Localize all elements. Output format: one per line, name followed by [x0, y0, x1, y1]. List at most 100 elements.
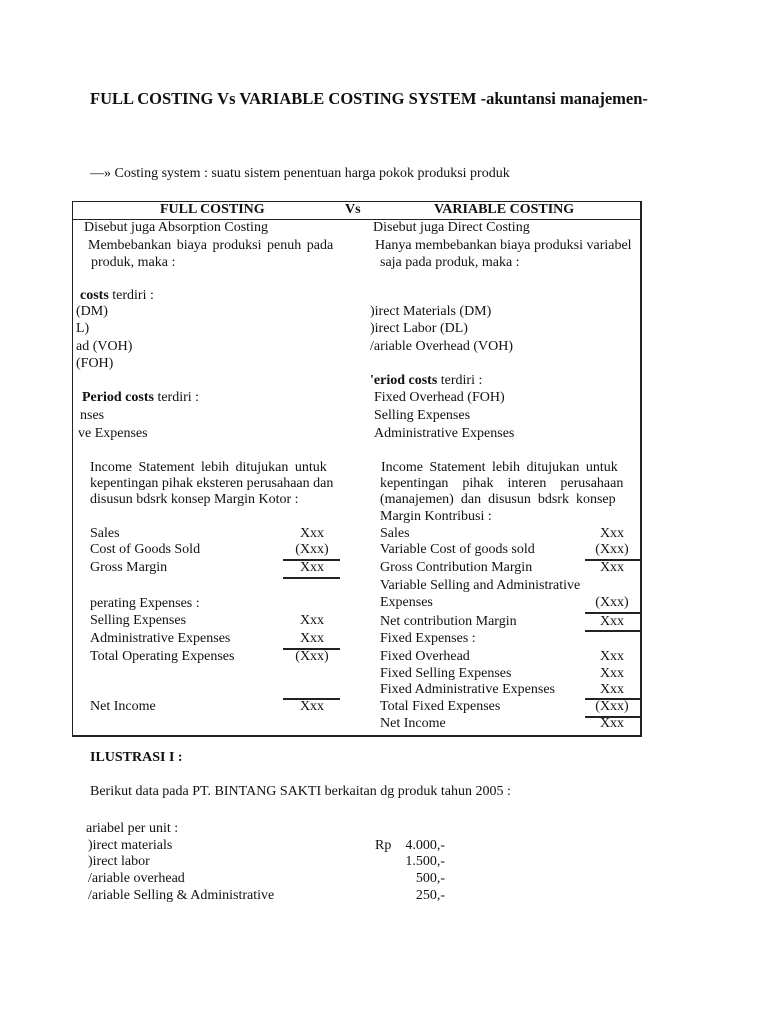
header-variable-costing: VARIABLE COSTING — [434, 202, 575, 217]
illustration-item-label: )irect materials — [88, 838, 173, 853]
left-product-costs: costs terdiri : — [80, 288, 154, 304]
left-period-item: ve Expenses — [78, 426, 148, 441]
right-row-label: Expenses — [380, 595, 433, 610]
right-is-desc: Margin Kontribusi : — [380, 509, 492, 524]
left-row-label: Net Income — [90, 699, 156, 714]
left-row-amount: Xxx — [299, 560, 325, 575]
illustration-intro: Berikut data pada PT. BINTANG SAKTI berk… — [90, 784, 511, 799]
arrow-icon: —» — [90, 166, 111, 181]
right-row-label: Variable Cost of goods sold — [380, 542, 535, 557]
left-desc-2: produk, maka : — [91, 255, 176, 270]
underline — [585, 716, 640, 718]
right-period-item: Fixed Overhead (FOH) — [374, 390, 505, 405]
left-period-costs: Period costs terdiri : — [82, 390, 199, 406]
left-row-amount: (Xxx) — [295, 542, 329, 557]
left-row-label: Gross Margin — [90, 560, 168, 575]
right-row-label: Fixed Selling Expenses — [380, 666, 512, 681]
right-alias: Disebut juga Direct Costing — [373, 220, 530, 235]
right-row-label: Fixed Expenses : — [380, 631, 476, 646]
left-pc-item: (DM) — [76, 304, 108, 319]
left-row-label: Administrative Expenses — [90, 631, 231, 646]
left-row-label: Cost of Goods Sold — [90, 542, 201, 557]
underline — [283, 559, 340, 561]
illustration-item-value: 1.500,- — [405, 854, 445, 869]
illustration-item-value: 4.000,- — [405, 838, 445, 853]
right-row-amount: Xxx — [599, 716, 625, 731]
header-divider — [72, 219, 640, 220]
underline — [283, 577, 340, 579]
left-alias: Disebut juga Absorption Costing — [84, 220, 268, 235]
right-row-label: Net contribution Margin — [380, 614, 517, 629]
left-row-amount: Xxx — [299, 613, 325, 628]
comparison-table — [72, 201, 642, 737]
right-row-label: Fixed Administrative Expenses — [380, 682, 555, 697]
left-period-item: nses — [80, 408, 105, 423]
right-pc-item: )irect Labor (DL) — [370, 321, 468, 336]
left-row-amount: (Xxx) — [295, 649, 329, 664]
underline — [585, 559, 640, 561]
left-pc-item: L) — [76, 321, 90, 336]
right-row-amount: Xxx — [599, 666, 625, 681]
underline — [585, 630, 640, 632]
page-title: FULL COSTING Vs VARIABLE COSTING SYSTEM … — [90, 89, 648, 108]
left-is-desc: Income Statement lebih ditujukan untuk — [90, 460, 327, 475]
right-is-desc: Income Statement lebih ditujukan untuk — [381, 460, 618, 475]
left-product-costs-bold: costs — [80, 288, 109, 303]
right-pc-item: )irect Materials (DM) — [370, 304, 492, 319]
illustration-item-label: /ariable Selling & Administrative — [88, 888, 275, 903]
right-row-label: Net Income — [380, 716, 446, 731]
illustration-item-value: 250,- — [415, 888, 445, 903]
right-desc-1: Hanya membebankan biaya produksi variabe… — [375, 238, 632, 253]
left-row-label: Sales — [90, 526, 120, 541]
illustration-item-label: )irect labor — [88, 854, 150, 869]
currency-label: Rp — [375, 838, 392, 853]
left-period-rest: terdiri : — [153, 390, 200, 405]
right-row-label: Sales — [380, 526, 410, 541]
right-is-desc: (manajemen) dan disusun bdsrk konsep — [380, 492, 616, 507]
right-row-amount: Xxx — [599, 560, 625, 575]
right-period-item: Administrative Expenses — [374, 426, 515, 441]
underline — [283, 648, 340, 650]
header-full-costing: FULL COSTING — [160, 202, 265, 217]
right-row-label: Fixed Overhead — [380, 649, 470, 664]
right-period-rest: terdiri : — [437, 373, 483, 388]
left-row-amount: Xxx — [299, 526, 325, 541]
illustration-group: ariabel per unit : — [86, 821, 179, 836]
underline — [283, 698, 340, 700]
right-row-amount: (Xxx) — [595, 542, 629, 557]
illustration-heading: ILUSTRASI I : — [90, 750, 183, 765]
left-pc-item: ad (VOH) — [76, 339, 133, 354]
left-row-label: Selling Expenses — [90, 613, 187, 628]
right-row-amount: Xxx — [599, 649, 625, 664]
right-row-label: Gross Contribution Margin — [380, 560, 533, 575]
intro-line: —» Costing system : suatu sistem penentu… — [90, 166, 510, 182]
left-is-desc: kepentingan pihak eksteren perusahaan da… — [90, 476, 334, 491]
underline — [585, 612, 640, 614]
illustration-item-value: 500,- — [415, 871, 445, 886]
left-row-amount: Xxx — [299, 699, 325, 714]
left-period-bold: Period costs — [82, 390, 154, 405]
right-period-costs: 'eriod costs terdiri : — [370, 373, 482, 389]
left-desc-1: Membebankan biaya produksi penuh pada — [88, 238, 334, 253]
header-vs: Vs — [345, 202, 361, 217]
right-is-desc: kepentingan pihak interen perusahaan — [380, 476, 624, 491]
right-row-label: Total Fixed Expenses — [380, 699, 501, 714]
right-row-amount: (Xxx) — [595, 699, 629, 714]
right-period-item: Selling Expenses — [374, 408, 471, 423]
right-row-amount: Xxx — [599, 526, 625, 541]
underline — [585, 698, 640, 700]
right-row-amount: Xxx — [599, 614, 625, 629]
right-row-label: Variable Selling and Administrative — [380, 578, 581, 593]
intro-text: Costing system : suatu sistem penentuan … — [114, 166, 510, 181]
left-product-costs-rest: terdiri : — [108, 288, 154, 303]
left-row-label: Total Operating Expenses — [90, 649, 235, 664]
illustration-item-label: /ariable overhead — [88, 871, 185, 886]
right-row-amount: (Xxx) — [595, 595, 629, 610]
left-row-amount: Xxx — [299, 631, 325, 646]
left-pc-item: (FOH) — [76, 356, 114, 371]
right-pc-item: /ariable Overhead (VOH) — [370, 339, 514, 354]
right-desc-2: saja pada produk, maka : — [380, 255, 520, 270]
right-period-bold: 'eriod costs — [370, 373, 438, 388]
left-is-desc: disusun bdsrk konsep Margin Kotor : — [90, 492, 299, 507]
left-row-label: perating Expenses : — [90, 596, 200, 611]
